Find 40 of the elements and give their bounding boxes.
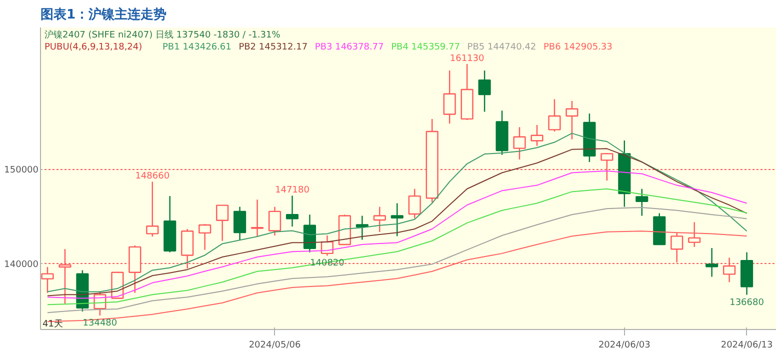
text: PB2 145312.17: [238, 42, 308, 52]
text: PB6 142905.33: [544, 42, 612, 52]
candlestick: [234, 206, 246, 241]
candlestick: [373, 206, 386, 233]
candlestick: [268, 206, 282, 236]
x-tick-label: 2024/05/06: [248, 340, 301, 350]
annotation: 148660: [135, 172, 170, 182]
candlestick: [636, 188, 648, 216]
annotation: 41天: [42, 318, 63, 330]
annotation: 134480: [82, 318, 118, 329]
text: PB3 146378.77: [314, 42, 384, 52]
x-tick-label: 2024/06/03: [598, 340, 650, 350]
candlestick: [443, 70, 456, 124]
legend-title: PUBU(4,6,9,13,18,24): [44, 42, 142, 52]
chart-subtitle: 沪镍2407 (SHFE ni2407) 日线 137540 -1830 / -1.31%: [44, 30, 281, 40]
chart-title: 图表1：沪镍主连走势: [40, 6, 167, 22]
candlestick: [478, 70, 491, 112]
candlestick: [286, 195, 299, 228]
y-tick-label: 150000: [4, 166, 39, 176]
annotation: 136680: [730, 298, 764, 308]
text: PB5 144740.42: [467, 42, 536, 52]
candlestick: [706, 247, 718, 278]
candlestick: [250, 199, 264, 238]
candlestick: [198, 223, 212, 250]
annotation: 161130: [450, 54, 485, 64]
x-tick-label: 2024/06/13: [720, 340, 773, 350]
y-tick-label: 140000: [4, 260, 39, 270]
candlestick: [566, 100, 578, 140]
candlestick: [146, 181, 159, 238]
text: PB1 143426.61: [162, 42, 232, 52]
text: PB4 145359.77: [391, 42, 460, 52]
annotation: 147180: [275, 186, 310, 196]
candlestick: [216, 204, 229, 242]
candlestick: [408, 188, 421, 219]
candlestick: [513, 126, 526, 160]
candlestick: [390, 202, 404, 237]
candlestick: [356, 215, 368, 240]
candlestick: [303, 214, 316, 253]
candlestick: [548, 98, 561, 132]
candlestick: [530, 124, 544, 146]
